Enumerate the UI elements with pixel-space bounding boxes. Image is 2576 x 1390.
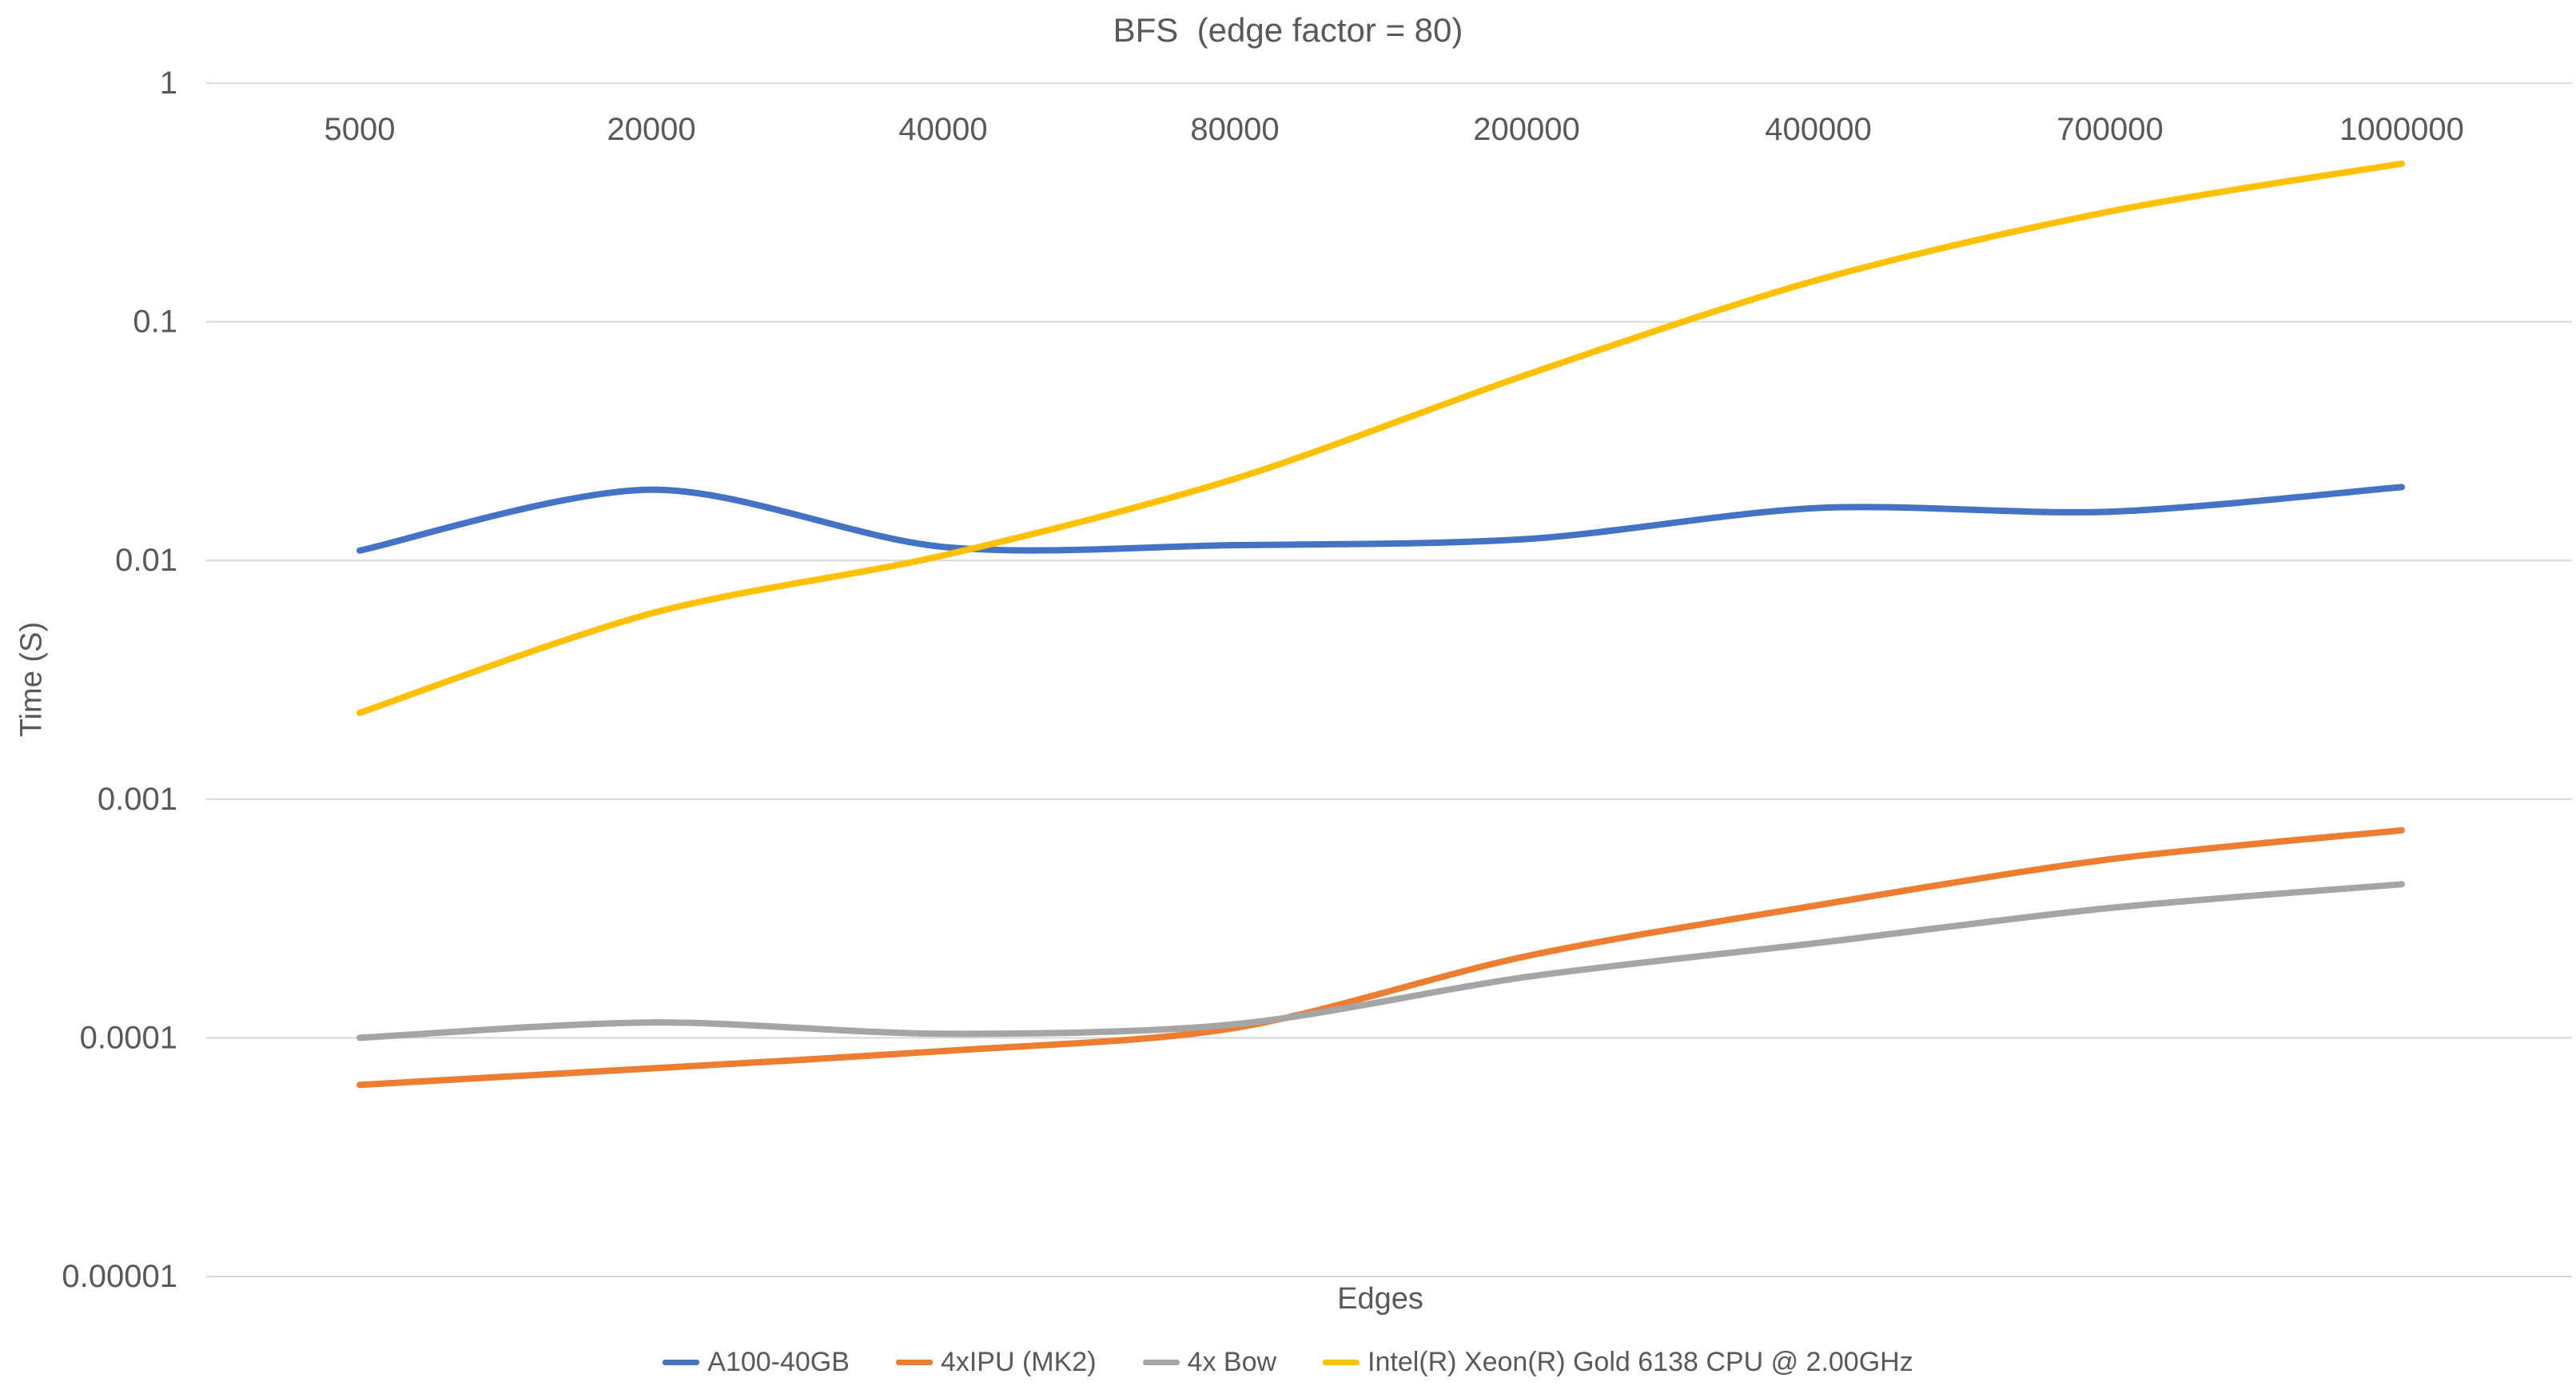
x-tick-label: 400000 [1765, 112, 1871, 147]
series-line-a100-40gb [356, 484, 2405, 554]
chart-title: BFS (edge factor = 80) [1113, 11, 1463, 49]
series-line-4xipu-mk2 [356, 826, 2405, 1089]
y-tick-label: 0.0001 [80, 1020, 177, 1055]
y-tick-label: 1 [160, 66, 177, 101]
series-line-4x-bow [356, 881, 2405, 1042]
legend-swatch [663, 1359, 700, 1365]
x-tick-label: 5000 [324, 112, 396, 147]
series-line-intel-r-xeon-r-gold-6138-cpu-2-00ghz [356, 160, 2405, 716]
legend-label: 4xIPU (MK2) [940, 1346, 1097, 1377]
legend-label: A100-40GB [707, 1346, 850, 1377]
legend-label: Intel(R) Xeon(R) Gold 6138 CPU @ 2.00GHz [1368, 1346, 1913, 1377]
legend-label: 4x Bow [1187, 1346, 1277, 1377]
x-axis-title: Edges [1337, 1282, 1423, 1316]
x-tick-label: 80000 [1190, 112, 1279, 147]
y-tick-label: 0.1 [133, 305, 177, 340]
y-tick-label: 0.001 [98, 782, 177, 817]
legend-item: A100-40GB [663, 1347, 850, 1378]
legend-item: 4xIPU (MK2) [895, 1346, 1097, 1378]
x-tick-label: 700000 [2056, 112, 2163, 147]
legend: A100-40GB 4xIPU (MK2) 4x Bow Intel(R) Xeon(… [0, 1343, 2576, 1381]
y-tick-label: 0.00001 [62, 1259, 177, 1294]
x-tick-label: 20000 [607, 112, 695, 147]
legend-swatch [1142, 1359, 1180, 1365]
legend-item: 4x Bow [1142, 1346, 1277, 1378]
y-axis-title: Time (S) [14, 621, 49, 738]
x-tick-label: 200000 [1473, 112, 1579, 147]
legend-swatch [1323, 1359, 1360, 1365]
x-tick-label: 40000 [898, 112, 987, 147]
legend-swatch [895, 1359, 933, 1365]
legend-item: Intel(R) Xeon(R) Gold 6138 CPU @ 2.00GHz [1323, 1347, 1913, 1378]
y-tick-label: 0.01 [115, 543, 177, 578]
x-tick-label: 1000000 [2339, 112, 2464, 147]
